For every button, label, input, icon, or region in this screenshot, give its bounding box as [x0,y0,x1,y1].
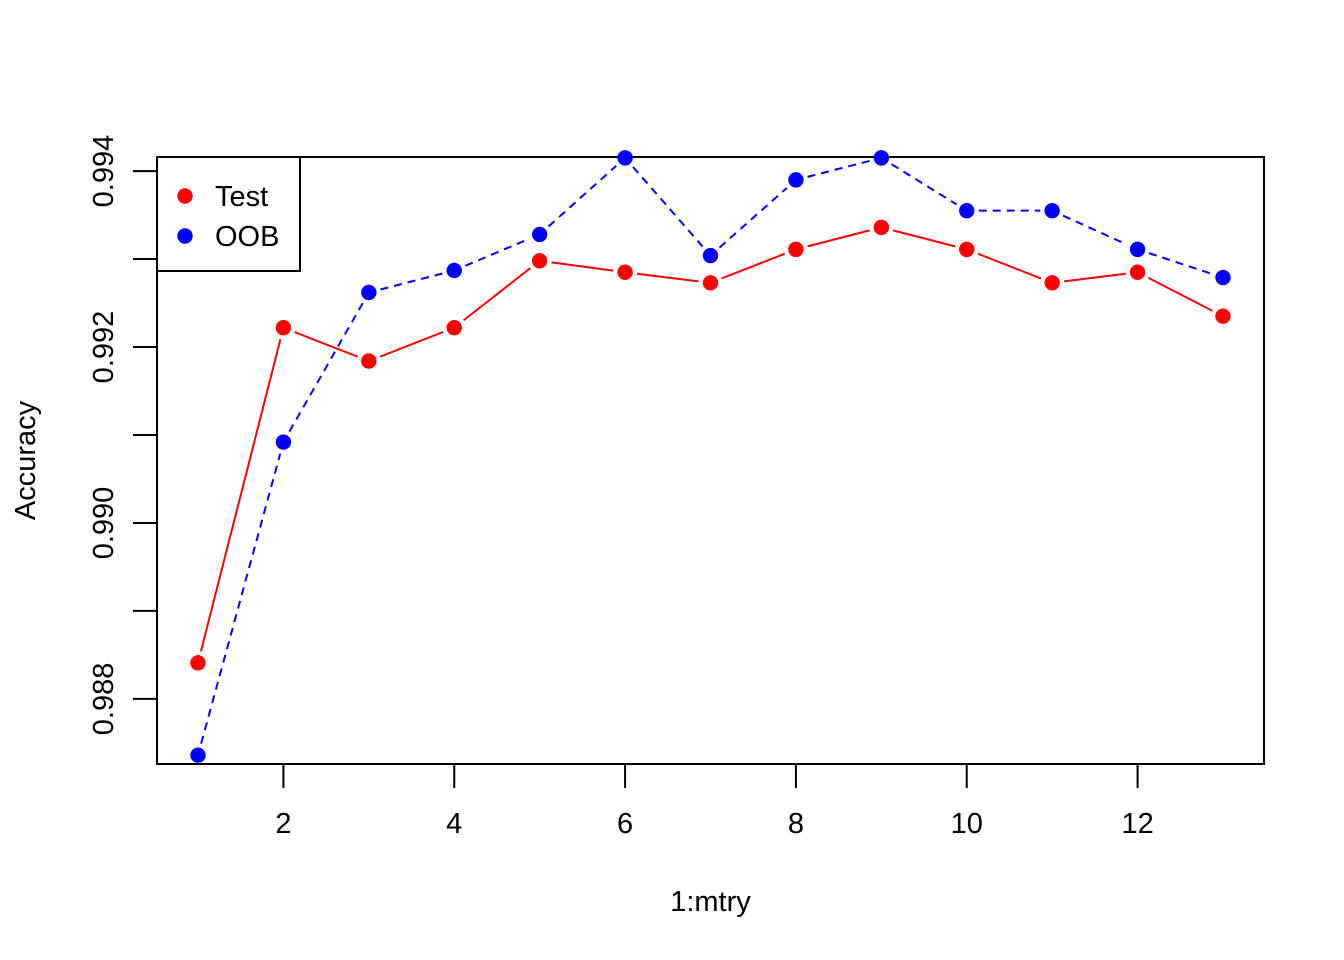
x-tick-label-10: 10 [951,808,983,840]
series-layer [190,150,1231,763]
series-oob-point-8 [788,172,804,188]
series-oob-segment-2 [288,302,364,433]
legend-label-test: Test [215,181,268,213]
series-oob-segment-12 [1148,252,1212,275]
series-test-segment-9 [892,229,956,248]
series-test-point-1 [190,655,206,671]
series-test-point-10 [959,241,975,258]
x-tick-label-6: 6 [617,808,633,840]
series-oob-point-10 [959,202,975,219]
x-axis-title: 1:mtry [670,886,751,918]
x-tick-label-4: 4 [446,808,462,840]
series-test-segment-4 [463,267,531,322]
series-oob-point-12 [1129,241,1146,258]
series-test-segment-1 [199,339,282,652]
legend-marker-oob [177,228,193,244]
series-test-point-6 [617,264,633,280]
series-test-point-8 [788,241,804,258]
series-oob [190,150,1231,763]
y-tick-label-0: 0.988 [88,663,120,736]
series-test-segment-8 [807,229,870,248]
x-tick-label-12: 12 [1121,808,1153,840]
series-oob-point-6 [617,150,633,166]
series-oob-point-2 [275,434,292,450]
series-oob-segment-7 [718,187,788,249]
series-oob-segment-3 [380,272,443,291]
y-tick-label-4: 0.992 [88,311,120,384]
series-oob-segment-9 [891,163,958,206]
series-test-segment-12 [1147,276,1213,312]
series-test-point-7 [702,275,719,291]
series-oob-point-11 [1044,202,1060,219]
series-oob-point-7 [702,247,719,264]
x-tick-label-8: 8 [788,808,804,840]
series-test-point-12 [1129,264,1146,280]
series-test-point-4 [446,319,462,336]
legend-box [156,156,301,272]
series-test-segment-11 [1063,272,1126,283]
legend-label-oob: OOB [215,221,279,253]
legend: Test OOB [156,156,301,272]
series-test-point-11 [1044,275,1060,291]
series-test-point-5 [531,253,548,269]
y-tick-label-6: 0.994 [88,135,120,208]
series-test-point-3 [361,353,377,369]
series-oob-point-9 [873,150,890,166]
y-tick-label-2: 0.990 [88,487,120,560]
series-oob-point-4 [446,262,462,279]
series-test-segment-5 [551,261,614,272]
legend-layer: Test OOB [156,156,301,272]
series-oob-segment-6 [632,166,704,248]
series-test-segment-6 [636,272,699,283]
series-test-segment-3 [379,331,444,358]
series-oob-point-13 [1215,269,1231,286]
series-oob-point-1 [190,747,206,763]
y-axis-title: Accuracy [10,400,42,520]
legend-marker-test [177,188,193,204]
series-oob-segment-8 [807,159,870,178]
series-test-segment-7 [721,252,786,280]
series-oob-point-3 [361,284,377,301]
series-test-segment-10 [977,252,1042,280]
series-test [190,219,1231,671]
series-oob-point-5 [531,226,548,243]
series-test-segment-2 [294,331,359,358]
series-test-point-13 [1215,308,1231,324]
series-oob-segment-11 [1062,214,1128,246]
x-tick-label-2: 2 [275,808,291,840]
series-test-point-2 [275,319,292,336]
series-oob-segment-4 [464,238,530,267]
series-test-point-9 [873,219,890,236]
series-oob-segment-5 [547,165,617,228]
